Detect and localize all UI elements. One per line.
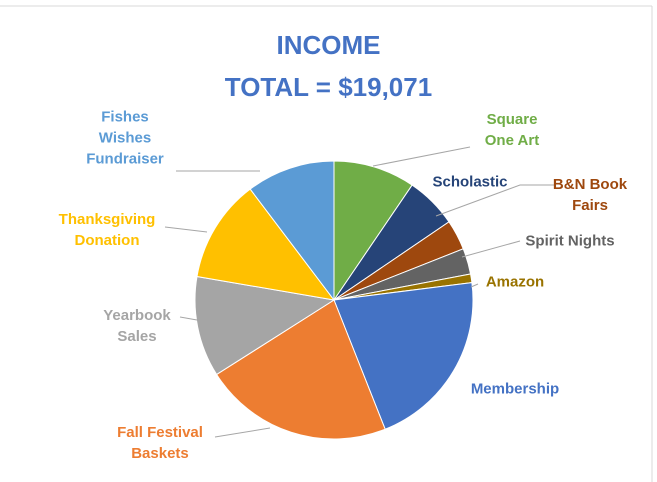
pie-slice: [194, 275, 336, 376]
slice-label: Spirit Nights: [525, 232, 615, 250]
slice-label: Thanksgiving Donation: [58, 211, 156, 249]
leader-line: [179, 316, 198, 321]
leader-line: [214, 427, 271, 438]
leader-line: [461, 240, 521, 258]
pie-slice: [333, 160, 413, 302]
slice-label: Fall Festival Baskets: [117, 424, 203, 462]
pie: [194, 160, 474, 440]
chart-title: INCOME: [276, 30, 381, 60]
chart-subtitle: TOTAL = $19,071: [224, 72, 433, 102]
slice-label: B&N Book Fairs: [552, 176, 628, 214]
leader-line: [372, 146, 471, 167]
slice-label: Yearbook Sales: [103, 307, 171, 345]
pie-slice: [249, 160, 335, 302]
slice-label: Square One Art: [484, 111, 540, 149]
pie-slice: [333, 282, 474, 430]
pie-slice: [196, 188, 336, 301]
slice-label: Scholastic: [432, 173, 508, 191]
slice-label: Fishes Wishes Fundraiser: [86, 108, 164, 168]
leader-line: [435, 184, 555, 217]
leader-line: [470, 283, 479, 288]
pie-slice: [215, 299, 386, 440]
slice-label: Membership: [470, 380, 560, 398]
leader-line: [164, 226, 208, 233]
leader-lines: [164, 146, 555, 438]
slice-label: Amazon: [485, 273, 545, 291]
